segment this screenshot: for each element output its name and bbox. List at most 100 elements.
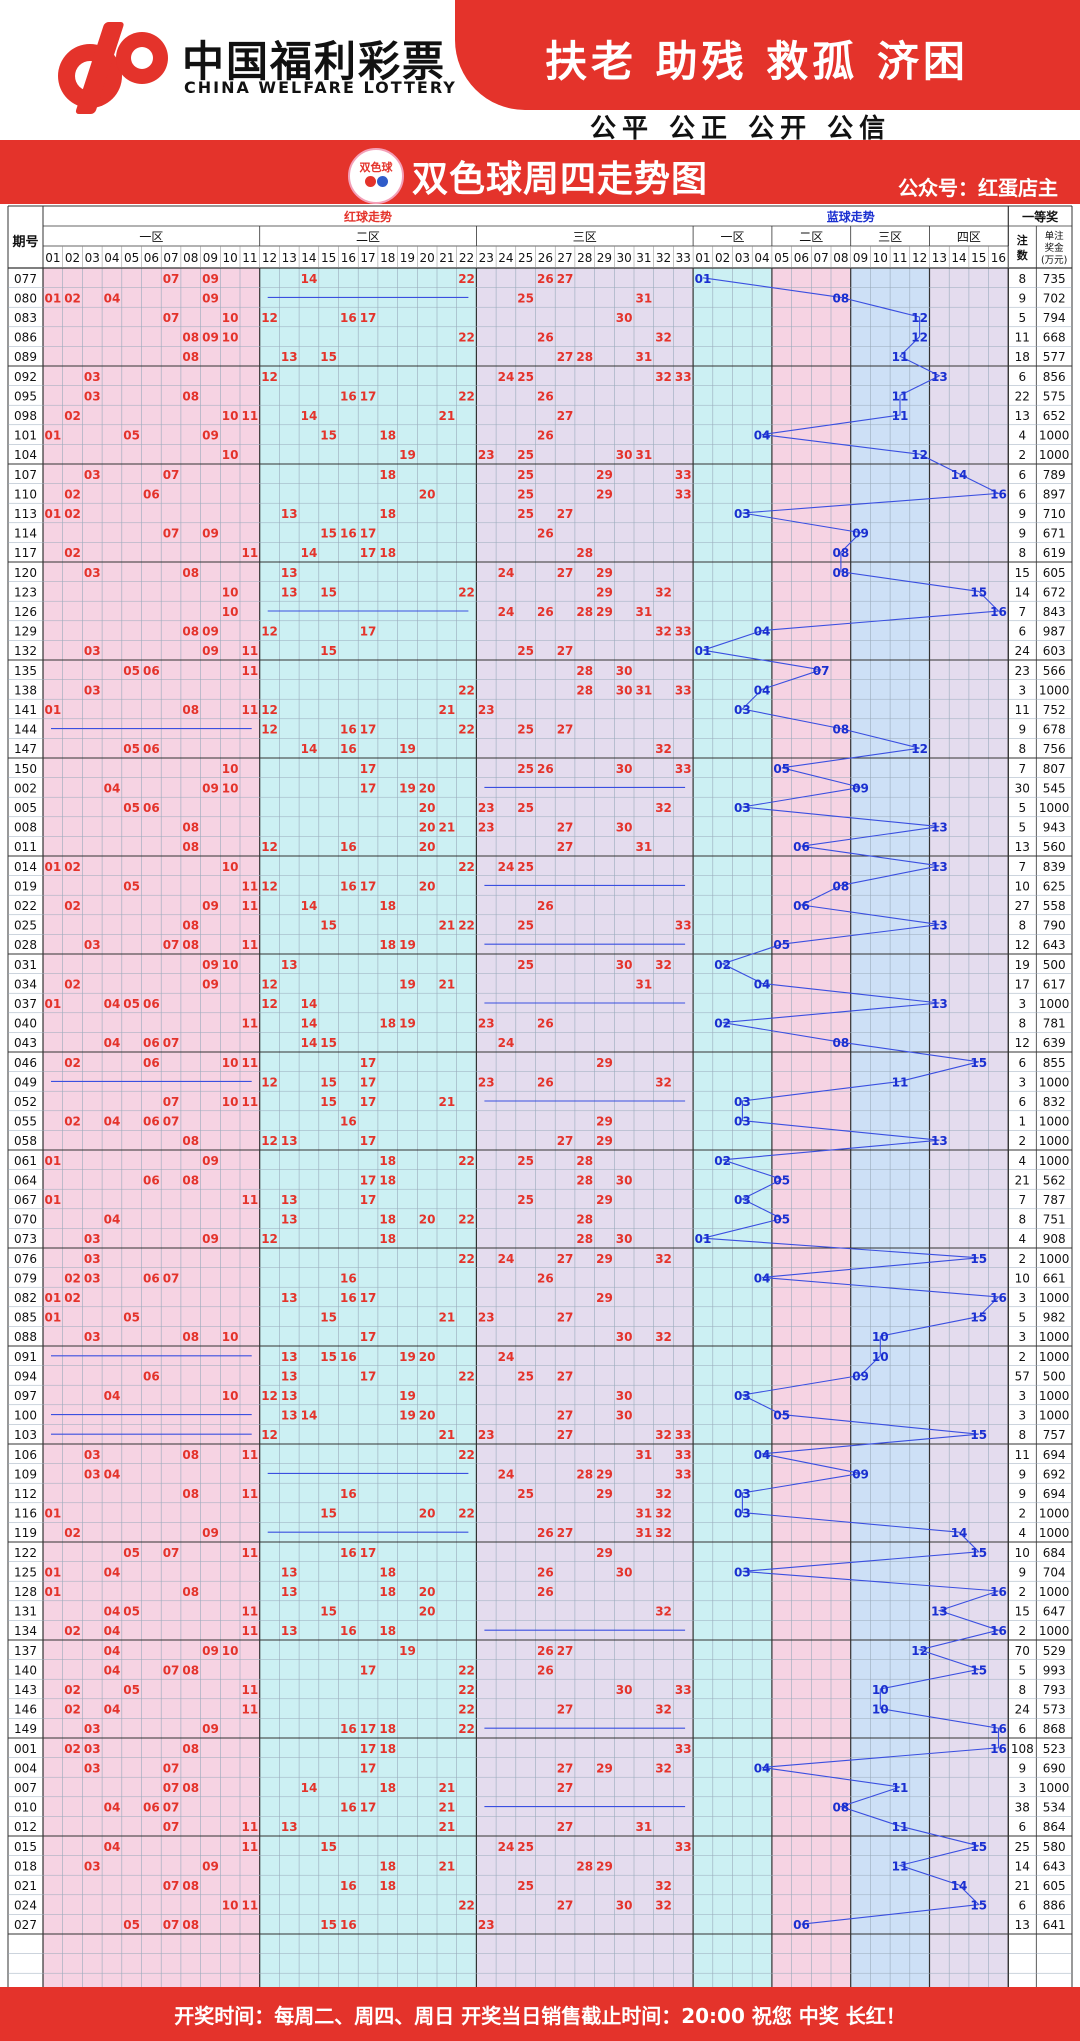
prize-amount: 1000 xyxy=(1039,429,1070,443)
red-ball-number: 16 xyxy=(340,1115,357,1129)
red-ball-number: 33 xyxy=(675,370,692,384)
red-ball-number: 03 xyxy=(84,683,101,697)
prize-amount: 704 xyxy=(1043,1565,1066,1579)
winner-count: 9 xyxy=(1018,723,1026,737)
red-col-number: 14 xyxy=(301,251,316,265)
prize-amount: 702 xyxy=(1043,291,1066,305)
red-ball-number: 28 xyxy=(576,546,593,560)
red-ball-number: 25 xyxy=(517,1879,534,1893)
blue-col-number: 07 xyxy=(814,251,829,265)
red-ball-number: 18 xyxy=(379,1565,396,1579)
issue-number: 022 xyxy=(14,899,37,913)
red-ball-number: 32 xyxy=(655,1879,672,1893)
red-ball-number: 16 xyxy=(340,1918,357,1932)
red-ball-number: 02 xyxy=(64,899,81,913)
prize-amount: 735 xyxy=(1043,272,1066,286)
issue-column-bg xyxy=(8,268,43,1987)
prize-amount: 562 xyxy=(1043,1173,1066,1187)
red-ball-number: 30 xyxy=(616,1409,633,1423)
red-ball-number: 03 xyxy=(84,1330,101,1344)
red-ball-number: 27 xyxy=(557,272,574,286)
red-ball-number: 08 xyxy=(182,1487,199,1501)
red-ball-number: 19 xyxy=(399,1017,416,1031)
winner-count: 9 xyxy=(1018,1761,1026,1775)
red-ball-number: 23 xyxy=(478,821,495,835)
red-col-number: 27 xyxy=(557,251,572,265)
red-ball-number: 17 xyxy=(360,1369,377,1383)
red-ball-number: 17 xyxy=(360,879,377,893)
red-ball-number: 13 xyxy=(281,1624,298,1638)
red-ball-number: 14 xyxy=(301,899,318,913)
blue-ball-number: 16 xyxy=(990,487,1007,501)
blue-ball-number: 06 xyxy=(793,899,810,913)
red-ball-number: 22 xyxy=(458,1507,475,1521)
red-ball-number: 17 xyxy=(360,625,377,639)
first-prize-header: 一等奖 xyxy=(1022,209,1059,224)
red-ball-number: 11 xyxy=(241,1605,258,1619)
winner-count: 27 xyxy=(1015,899,1030,913)
red-ball-number: 21 xyxy=(438,977,455,991)
red-ball-number: 25 xyxy=(517,370,534,384)
red-ball-number: 04 xyxy=(104,1036,121,1050)
red-ball-number: 29 xyxy=(596,1291,613,1305)
issue-number: 008 xyxy=(14,821,37,835)
red-ball-number: 03 xyxy=(84,938,101,952)
red-ball-number: 18 xyxy=(379,468,396,482)
red-ball-number: 30 xyxy=(616,1683,633,1697)
red-ball-number: 04 xyxy=(104,1840,121,1854)
red-ball-number: 29 xyxy=(596,468,613,482)
red-ball-number: 27 xyxy=(557,1703,574,1717)
blue-ball-number: 13 xyxy=(931,370,948,384)
red-ball-number: 15 xyxy=(320,350,337,364)
red-ball-number: 13 xyxy=(281,1409,298,1423)
red-ball-number: 13 xyxy=(281,1134,298,1148)
red-ball-number: 16 xyxy=(340,1722,357,1736)
red-ball-number: 02 xyxy=(64,546,81,560)
prize-amount: 807 xyxy=(1043,762,1066,776)
red-ball-number: 02 xyxy=(64,507,81,521)
red-ball-number: 11 xyxy=(241,1624,258,1638)
red-ball-number: 13 xyxy=(281,1820,298,1834)
blue-ball-number: 12 xyxy=(911,331,928,345)
blue-ball-number: 13 xyxy=(931,860,948,874)
prize-amount: 987 xyxy=(1043,625,1066,639)
red-ball-number: 19 xyxy=(399,1409,416,1423)
red-ball-number: 13 xyxy=(281,1193,298,1207)
red-ball-number: 22 xyxy=(458,1683,475,1697)
red-ball-number: 27 xyxy=(557,409,574,423)
red-ball-number: 04 xyxy=(104,1801,121,1815)
blue-ball-number: 04 xyxy=(754,1448,771,1462)
red-ball-number: 21 xyxy=(438,1859,455,1873)
red-ball-number: 11 xyxy=(241,703,258,717)
prize-amount: 1000 xyxy=(1039,1115,1070,1129)
issue-number: 147 xyxy=(14,742,37,756)
red-ball-number: 11 xyxy=(241,1703,258,1717)
red-ball-number: 02 xyxy=(64,487,81,501)
issue-number: 117 xyxy=(14,546,37,560)
red-ball-number: 27 xyxy=(557,1311,574,1325)
blue-ball-number: 02 xyxy=(714,1154,731,1168)
blue-ball-number: 10 xyxy=(872,1350,889,1364)
blue-ball-number: 08 xyxy=(832,723,849,737)
winner-count: 5 xyxy=(1018,821,1026,835)
issue-number: 004 xyxy=(14,1761,37,1775)
red-ball-number: 10 xyxy=(222,1644,239,1658)
red-ball-number: 01 xyxy=(44,997,61,1011)
red-ball-number: 12 xyxy=(261,879,278,893)
red-ball-number: 10 xyxy=(222,311,239,325)
red-zone2-bg xyxy=(259,268,477,1987)
red-ball-number: 07 xyxy=(163,1781,180,1795)
issue-number: 098 xyxy=(14,409,37,423)
red-ball-number: 18 xyxy=(379,507,396,521)
red-ball-number: 16 xyxy=(340,742,357,756)
red-ball-number: 30 xyxy=(616,1899,633,1913)
red-ball-number: 16 xyxy=(340,840,357,854)
red-ball-number: 07 xyxy=(163,272,180,286)
red-ball-number: 09 xyxy=(202,1154,219,1168)
red-ball-number: 02 xyxy=(64,1291,81,1305)
red-ball-number: 03 xyxy=(84,1252,101,1266)
red-ball-number: 33 xyxy=(675,919,692,933)
prize-amount: 1000 xyxy=(1039,1585,1070,1599)
prize-amount: 756 xyxy=(1043,742,1066,756)
winner-count: 8 xyxy=(1018,1213,1026,1227)
